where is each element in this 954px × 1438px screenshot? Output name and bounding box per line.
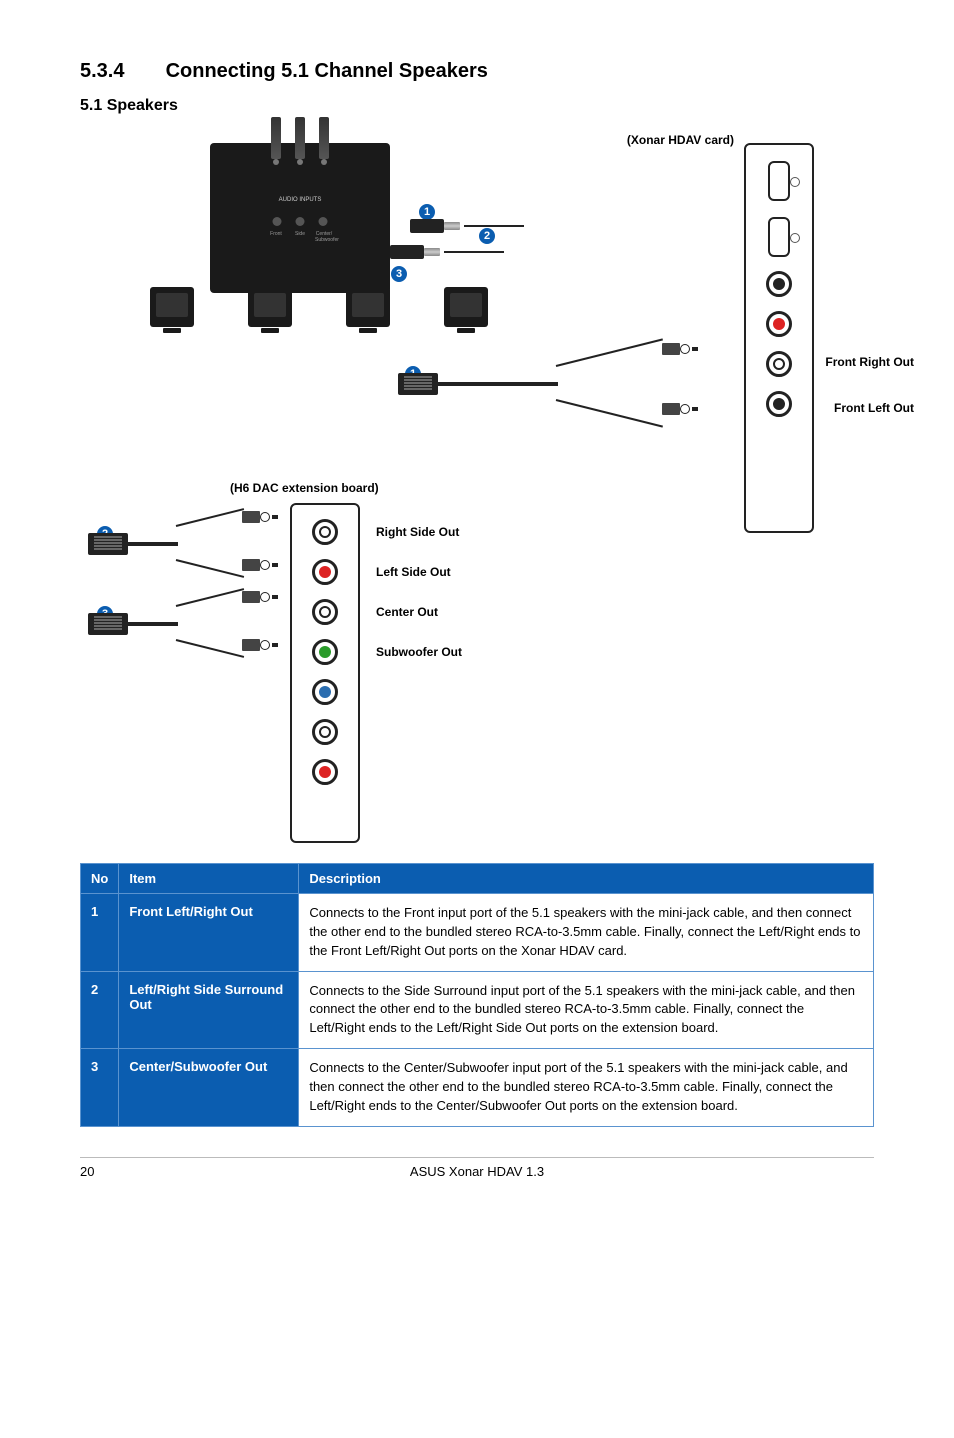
jack-plug-icon — [319, 117, 329, 159]
cell-desc: Connects to the Side Surround input port… — [299, 971, 874, 1049]
page-footer: 20 ASUS Xonar HDAV 1.3 — [80, 1157, 874, 1179]
table-row: 3 Center/Subwoofer Out Connects to the C… — [81, 1049, 874, 1127]
center-out-port — [312, 599, 338, 625]
cell-item: Center/Subwoofer Out — [119, 1049, 299, 1127]
xonar-card-bracket — [744, 143, 814, 533]
mini-jack-cable-icon — [390, 245, 500, 259]
jack-plug-icon — [295, 117, 305, 159]
satellite-speakers — [150, 287, 488, 327]
cell-item: Left/Right Side Surround Out — [119, 971, 299, 1049]
audio-port-icon — [312, 719, 338, 745]
section-number: 5.3.4 — [80, 60, 160, 83]
input-port-icon — [273, 217, 282, 226]
subwoofer-out-port — [312, 639, 338, 665]
jack-plug-icon — [271, 117, 281, 159]
section-heading: 5.3.4 Connecting 5.1 Channel Speakers — [80, 60, 874, 83]
subwoofer-out-label: Subwoofer Out — [376, 645, 462, 659]
section-subtitle: 5.1 Speakers — [80, 97, 874, 115]
section-title: Connecting 5.1 Channel Speakers — [166, 60, 488, 82]
input-port-icon — [296, 217, 305, 226]
right-side-out-label: Right Side Out — [376, 525, 459, 539]
audio-port-icon — [312, 679, 338, 705]
hdmi-port-icon — [768, 217, 790, 257]
speaker-icon — [444, 287, 488, 327]
input-ports — [273, 217, 328, 226]
input-label-center: Center/ Subwoofer — [315, 231, 333, 243]
rca-y-cable-icon — [88, 595, 308, 655]
front-right-out-label: Front Right Out — [825, 355, 914, 369]
badge-3: 3 — [390, 265, 408, 283]
xonar-card-label: (Xonar HDAV card) — [627, 133, 734, 147]
front-left-out-port — [766, 351, 792, 377]
jack-plugs — [271, 155, 329, 197]
left-side-out-label: Left Side Out — [376, 565, 451, 579]
cell-desc: Connects to the Center/Subwoofer input p… — [299, 1049, 874, 1127]
cell-no: 2 — [81, 971, 119, 1049]
speaker-rear-panel: AUDIO INPUTS Front Side Center/ Subwoofe… — [210, 143, 390, 293]
table-row: 2 Left/Right Side Surround Out Connects … — [81, 971, 874, 1049]
audio-inputs-label: AUDIO INPUTS — [279, 197, 322, 204]
page-number: 20 — [80, 1164, 140, 1179]
center-out-label: Center Out — [376, 605, 438, 619]
speaker-icon — [248, 287, 292, 327]
audio-port-icon — [766, 391, 792, 417]
cell-desc: Connects to the Front input port of the … — [299, 894, 874, 972]
speaker-icon — [150, 287, 194, 327]
audio-port-icon — [766, 271, 792, 297]
cell-no: 1 — [81, 894, 119, 972]
input-port-labels: Front Side Center/ Subwoofer — [267, 231, 333, 243]
connection-diagram: AUDIO INPUTS Front Side Center/ Subwoofe… — [80, 133, 874, 853]
table-header-row: No Item Description — [81, 864, 874, 894]
h6-board-label: (H6 DAC extension board) — [230, 481, 379, 495]
input-port-icon — [319, 217, 328, 226]
mini-jack-cable-icon — [410, 219, 520, 233]
col-item: Item — [119, 864, 299, 894]
badge-2: 2 — [478, 227, 496, 245]
table-row: 1 Front Left/Right Out Connects to the F… — [81, 894, 874, 972]
cell-item: Front Left/Right Out — [119, 894, 299, 972]
left-side-out-port — [312, 559, 338, 585]
rca-y-cable-icon — [398, 355, 698, 415]
cell-no: 3 — [81, 1049, 119, 1127]
front-right-out-port — [766, 311, 792, 337]
col-no: No — [81, 864, 119, 894]
front-left-out-label: Front Left Out — [834, 401, 914, 415]
rca-y-cable-icon — [88, 515, 308, 575]
input-label-front: Front — [267, 231, 285, 243]
product-name: ASUS Xonar HDAV 1.3 — [140, 1164, 814, 1179]
hdmi-port-icon — [768, 161, 790, 201]
audio-port-icon — [312, 759, 338, 785]
col-description: Description — [299, 864, 874, 894]
right-side-out-port — [312, 519, 338, 545]
speaker-icon — [346, 287, 390, 327]
connection-table: No Item Description 1 Front Left/Right O… — [80, 863, 874, 1127]
input-label-side: Side — [291, 231, 309, 243]
